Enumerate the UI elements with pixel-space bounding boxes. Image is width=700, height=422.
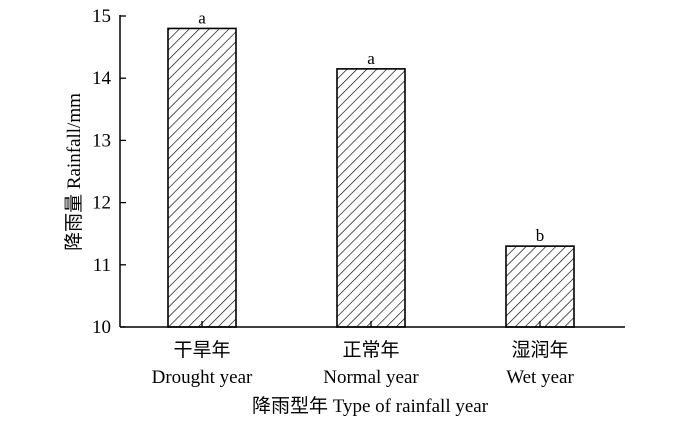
bar-1 (167, 27, 237, 328)
significance-label-3: b (536, 226, 545, 245)
x-category-label-zh-1: 干旱年 (173, 339, 230, 361)
x-axis-title: 降雨型年 Type of rainfall year (252, 395, 489, 417)
bars-group (167, 27, 575, 328)
y-tick-label-15: 15 (92, 6, 111, 27)
y-axis-title: 降雨量 Rainfall/mm (63, 93, 85, 251)
bar-3 (505, 245, 575, 328)
significance-labels-group: a a b (198, 8, 544, 245)
bar-2 (336, 68, 406, 328)
y-tick-label-14: 14 (92, 68, 112, 89)
y-tick-label-13: 13 (92, 130, 111, 151)
x-category-label-zh-2: 正常年 (342, 339, 399, 361)
y-tick-label-10: 10 (92, 317, 111, 338)
significance-label-1: a (198, 8, 206, 27)
y-tick-label-12: 12 (92, 193, 111, 214)
significance-label-2: a (367, 49, 375, 68)
x-category-label-en-2: Normal year (323, 367, 419, 388)
y-tick-label-11: 11 (93, 255, 111, 276)
x-category-label-en-3: Wet year (506, 367, 574, 388)
x-category-labels-group: 干旱年 Drought year 正常年 Normal year 湿润年 Wet year (152, 339, 575, 388)
x-category-label-zh-3: 湿润年 (511, 339, 568, 361)
axes-group: 10 11 12 13 14 15 (92, 6, 625, 338)
x-category-label-en-1: Drought year (152, 367, 253, 388)
